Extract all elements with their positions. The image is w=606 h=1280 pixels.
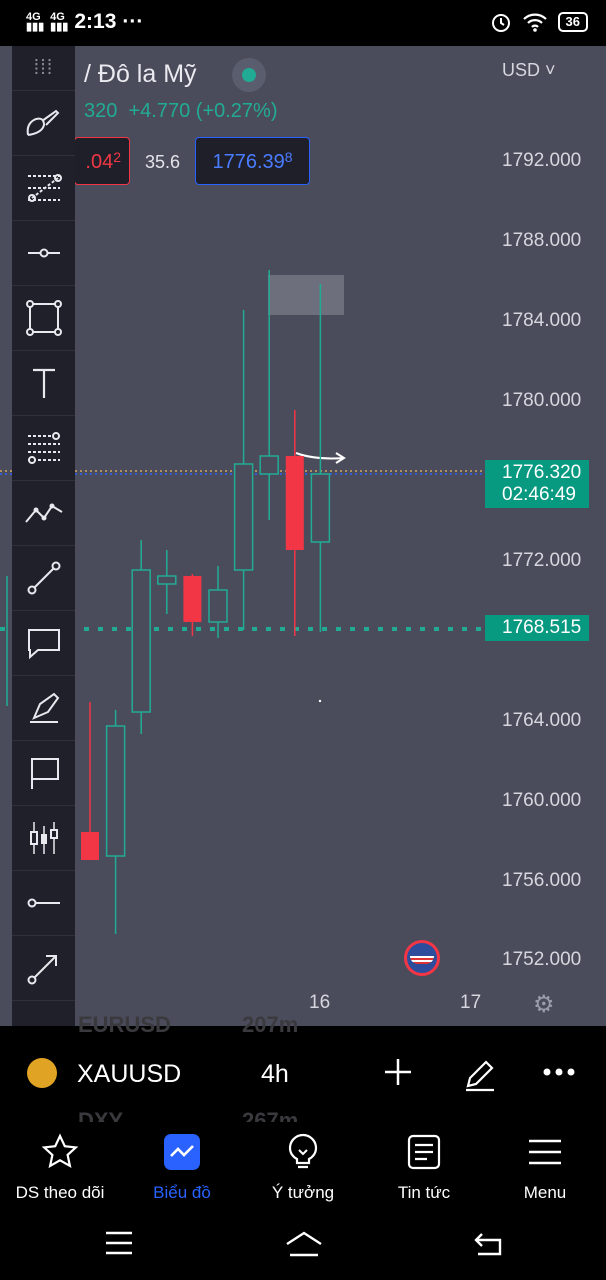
watchlist-ghost-symbol: EURUSD xyxy=(78,1012,171,1037)
gold-symbol-icon xyxy=(27,1058,57,1088)
arrow-drawing[interactable] xyxy=(295,452,346,464)
candle-body[interactable] xyxy=(310,473,331,543)
tab-watchlist[interactable]: DS theo dõi xyxy=(0,1132,120,1203)
pitchfork-icon[interactable] xyxy=(12,156,75,221)
horizontal-line-icon[interactable] xyxy=(12,871,75,936)
candlestick-chart[interactable] xyxy=(0,46,606,1026)
chart-cursor-dot xyxy=(318,699,322,703)
menu-icon xyxy=(529,1139,561,1165)
price-tick: 1764.000 xyxy=(502,710,582,731)
star-icon xyxy=(41,1133,79,1169)
price-tick: 1756.000 xyxy=(502,870,582,891)
clock-time: 2:13 xyxy=(74,10,117,33)
long-short-icon[interactable] xyxy=(12,806,75,871)
candle-body[interactable] xyxy=(105,725,126,857)
bulb-icon xyxy=(288,1133,318,1169)
tab-menu[interactable]: Menu xyxy=(485,1132,605,1203)
candle-body[interactable] xyxy=(233,463,254,571)
buy-button[interactable]: 1776.398 xyxy=(195,137,310,185)
spread-value: 35.6 xyxy=(145,152,181,172)
price-tick: 1752.000 xyxy=(502,949,582,970)
signal-icon-1: 4G ▮▮▮ xyxy=(26,11,45,33)
candles-group xyxy=(81,270,331,934)
drawing-toolbar: ⁞⁞⁞ xyxy=(12,46,75,1026)
us-flag-event-icon[interactable] xyxy=(404,940,440,976)
candle-body[interactable] xyxy=(183,576,202,622)
status-more: ··· xyxy=(122,10,144,33)
candle-body[interactable] xyxy=(208,589,228,623)
currency-selector[interactable]: USD ˅ xyxy=(502,60,556,80)
time-tick: 16 xyxy=(309,992,331,1013)
market-open-icon xyxy=(232,58,266,92)
price-tick: 1780.000 xyxy=(502,390,582,411)
wifi-icon xyxy=(522,13,547,32)
price-change: 320 +4.770 (+0.27%) xyxy=(84,100,278,122)
highlighter-icon[interactable] xyxy=(12,676,75,741)
sell-button[interactable]: .042 xyxy=(74,137,130,185)
brush-icon[interactable] xyxy=(12,91,75,156)
battery-icon: 36 xyxy=(557,12,588,32)
symbol-title[interactable]: / Đô la Mỹ xyxy=(84,60,197,88)
symbol-bar: EURUSD 207m DXY 267m XAUUSD 4h xyxy=(0,1012,606,1133)
level-line-tag: 1768.515 xyxy=(485,615,589,641)
price-tick: 1772.000 xyxy=(502,550,582,571)
back-icon[interactable] xyxy=(472,1230,504,1258)
bottom-tab-bar: DS theo dõi Biểu đồ Ý tưởng Tin tức Menu xyxy=(0,1122,606,1214)
pattern-icon[interactable] xyxy=(12,481,75,546)
toolbar-drag-handle[interactable]: ⁞⁞⁞ xyxy=(12,46,75,91)
fib-icon[interactable] xyxy=(12,416,75,481)
candle-body[interactable] xyxy=(131,569,151,713)
price-tick: 1784.000 xyxy=(502,310,582,331)
tab-ideas[interactable]: Ý tưởng xyxy=(243,1132,363,1203)
add-icon[interactable] xyxy=(382,1056,414,1088)
more-icon[interactable] xyxy=(542,1066,576,1078)
signal-icon-2: 4G ▮▮▮ xyxy=(50,11,69,33)
arrow-icon[interactable] xyxy=(12,936,75,1001)
price-tick: 1760.000 xyxy=(502,790,582,811)
flag-note-icon[interactable] xyxy=(12,741,75,806)
chart-settings-icon[interactable]: ⚙ xyxy=(533,991,555,1018)
watchlist-ghost-value: 207m xyxy=(242,1012,299,1037)
recent-apps-icon[interactable] xyxy=(104,1230,134,1256)
trendline-icon[interactable] xyxy=(12,546,75,611)
callout-icon[interactable] xyxy=(12,611,75,676)
chart-icon xyxy=(164,1134,200,1170)
timeframe-selector[interactable]: 4h xyxy=(261,1060,289,1088)
time-tick: 17 xyxy=(460,992,482,1013)
candle-body[interactable] xyxy=(259,455,279,475)
candle-body[interactable] xyxy=(285,456,304,550)
system-nav-bar xyxy=(0,1214,606,1280)
alarm-icon xyxy=(491,14,510,32)
candle-body[interactable] xyxy=(81,832,99,860)
text-icon[interactable] xyxy=(12,351,75,416)
tab-chart[interactable]: Biểu đồ xyxy=(122,1132,242,1203)
symbol-selector[interactable]: XAUUSD xyxy=(77,1060,182,1088)
tab-news[interactable]: Tin tức xyxy=(364,1132,484,1203)
price-tick: 1788.000 xyxy=(502,230,582,251)
drawing-pen-icon[interactable] xyxy=(462,1056,498,1092)
horizontal-ray-icon[interactable] xyxy=(12,221,75,286)
current-price-tag: 1776.320 02:46:49 xyxy=(485,460,589,508)
news-icon xyxy=(407,1134,441,1170)
candle-body[interactable] xyxy=(157,575,177,585)
status-bar: 4G ▮▮▮ 4G ▮▮▮ 2:13 ··· 36 xyxy=(0,0,606,46)
price-tick: 1792.000 xyxy=(502,150,582,171)
chart-area[interactable]: / Đô la Mỹ 320 +4.770 (+0.27%) USD ˅ .04… xyxy=(0,46,606,1026)
rectangle-icon[interactable] xyxy=(12,286,75,351)
price-range-box xyxy=(268,275,344,315)
home-icon[interactable] xyxy=(284,1230,324,1258)
